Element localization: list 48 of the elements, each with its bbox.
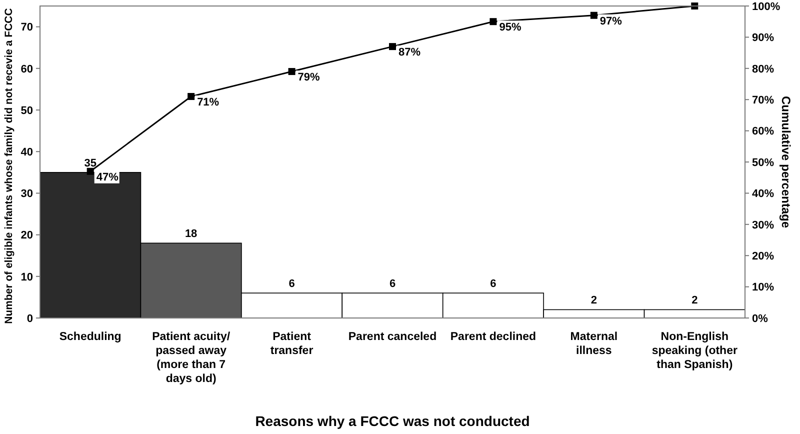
y2-tick-label: 60% (752, 126, 774, 138)
x-tick-label: Patient transfer (270, 331, 314, 357)
y2-axis-title: Cumulative percentage (779, 96, 793, 228)
point (86, 168, 94, 175)
data-label: 47% (96, 171, 119, 184)
x-tick-label: Patient acuity/ passed away (more than 7 days old) (152, 331, 231, 385)
data-label: 97% (600, 15, 622, 28)
x-tick-label: Maternal illness (570, 331, 618, 357)
y-tick-label: 30 (20, 188, 33, 200)
data-label: 18 (184, 228, 198, 240)
point (590, 12, 598, 19)
x-axis-title: Reasons why a FCCC was not conducted (255, 413, 530, 429)
point (389, 43, 396, 50)
y-tick-label: 0 (26, 312, 33, 325)
y-tick-label: 70 (20, 22, 33, 34)
y2-tick-label: 40% (752, 188, 774, 200)
y-tick-label: 10 (20, 271, 33, 284)
y-tick-label: 40 (20, 146, 33, 158)
data-label: 35 (84, 157, 96, 170)
y-tick-label: 50 (20, 104, 33, 117)
data-label: 6 (288, 278, 295, 290)
y-tick-label: 60 (20, 63, 33, 76)
y2-tick-label: 30% (752, 219, 774, 232)
point (490, 18, 497, 26)
x-tick-label: Non-English speaking (other than Spanish) (652, 331, 738, 371)
y2-tick-label: 10% (752, 282, 774, 294)
point (288, 68, 296, 76)
y2-tick-label: 50% (752, 156, 774, 169)
data-label: 71% (197, 96, 220, 108)
x-tick-label: Parent declined (450, 331, 536, 343)
y-axis-title: Number of eligible infants whose family did not recevie a FCCC (3, 8, 15, 324)
y-tick-label: 20 (20, 230, 33, 242)
data-label: 95% (499, 22, 522, 34)
x-tick-label: Scheduling (59, 331, 122, 343)
data-label: 6 (490, 278, 496, 290)
y2-tick-label: 70% (752, 94, 774, 106)
y2-tick-label: 100% (752, 0, 780, 13)
point (188, 92, 195, 100)
data-label: 87% (398, 46, 421, 59)
y2-tick-label: 90% (752, 32, 774, 44)
data-label: 6 (389, 278, 396, 290)
data-label: 2 (692, 294, 698, 307)
y2-tick-label: 20% (752, 250, 774, 262)
data-label: 79% (298, 72, 320, 84)
y2-tick-label: 0% (752, 312, 768, 325)
y2-tick-label: 80% (752, 63, 774, 76)
data-label: 2 (590, 294, 597, 307)
x-tick-label: Parent canceled (348, 331, 437, 343)
